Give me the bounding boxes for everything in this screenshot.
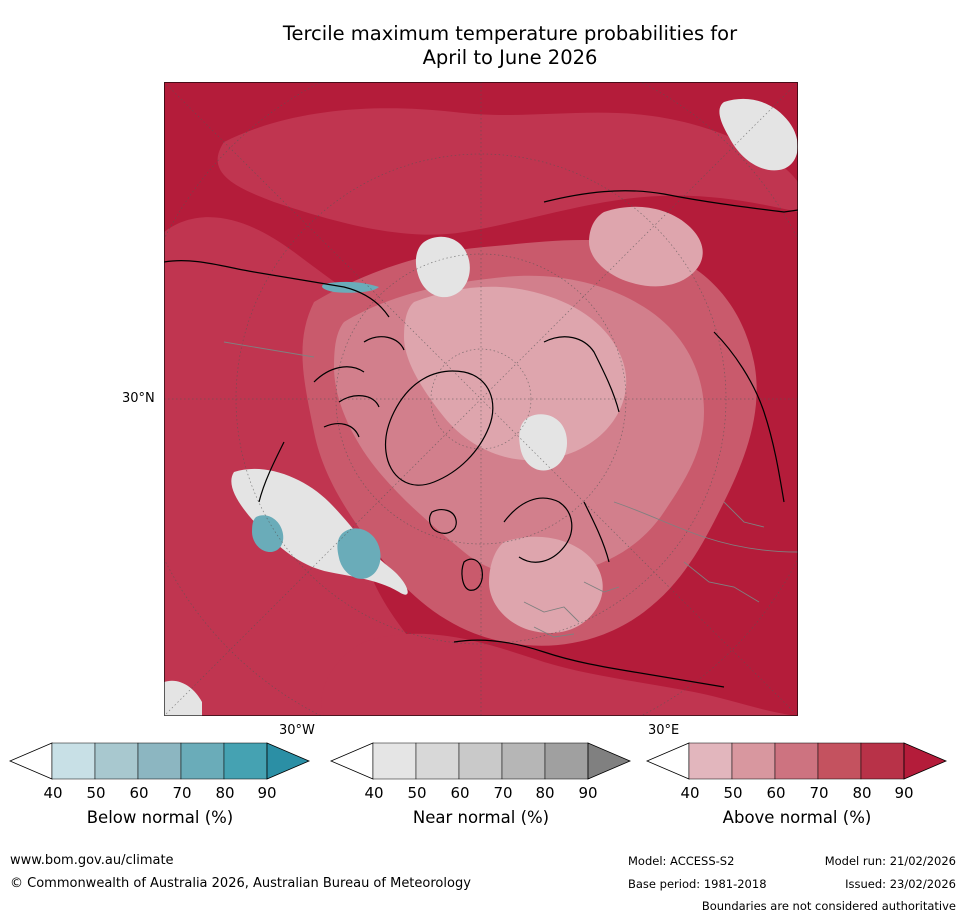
coastlines (164, 190, 798, 688)
tick-above-50: 50 (723, 784, 743, 802)
tick-near-80: 80 (535, 784, 555, 802)
above-extend-high (903, 742, 948, 780)
map-svg (164, 82, 798, 716)
tick-below-40: 40 (43, 784, 63, 802)
tick-above-60: 60 (766, 784, 786, 802)
above-bin-0 (688, 742, 733, 780)
colorbar-above-svg (645, 742, 948, 780)
below-extend-low (8, 742, 53, 780)
footer-disclaimer: Boundaries are not considered authoritat… (701, 899, 956, 913)
near-extend-low (329, 742, 374, 780)
tick-below-50: 50 (86, 784, 106, 802)
footer-url: www.bom.gov.au/climate (10, 853, 174, 868)
lon-label-30w: 30°W (279, 723, 315, 738)
below-bin-4 (223, 742, 268, 780)
coast-uk (461, 558, 483, 591)
near-bin-2 (458, 742, 503, 780)
graticule (164, 82, 798, 716)
border-asia (683, 501, 765, 603)
coast-north-america (164, 260, 390, 503)
region-above-50-siberia (589, 206, 703, 287)
region-near-40-scandinavia (519, 414, 568, 471)
tick-above-40: 40 (680, 784, 700, 802)
above-extend-low (645, 742, 690, 780)
footer-model-run: Model run: 21/02/2026 (824, 854, 956, 868)
above-bin-2 (774, 742, 819, 780)
border-europe (523, 581, 620, 638)
below-bin-2 (137, 742, 182, 780)
colorbar-near-normal (329, 742, 632, 780)
region-near-40-southwest (164, 680, 202, 716)
region-below-70-atlantic (337, 528, 381, 579)
tick-near-60: 60 (450, 784, 470, 802)
above-bin-3 (817, 742, 862, 780)
coast-asia-east (713, 331, 785, 503)
footer-model: Model: ACCESS-S2 (628, 854, 735, 868)
above-bin-1 (731, 742, 776, 780)
coast-europe-south (453, 639, 725, 688)
colorbar-near-svg (329, 742, 632, 780)
below-bin-3 (180, 742, 225, 780)
colorbar-above-normal (645, 742, 948, 780)
label-below-normal: Below normal (%) (86, 808, 234, 827)
country-borders (223, 341, 798, 638)
region-above-80-south (321, 633, 798, 716)
region-above-50-europe (489, 536, 603, 633)
label-above-normal: Above normal (%) (722, 808, 872, 827)
probability-map (164, 82, 798, 716)
tick-near-40: 40 (364, 784, 384, 802)
title-line-1: Tercile maximum temperature probabilitie… (282, 22, 738, 45)
tick-below-60: 60 (129, 784, 149, 802)
near-bin-3 (501, 742, 546, 780)
coast-iceland (428, 509, 457, 534)
tick-near-70: 70 (493, 784, 513, 802)
map-frame (164, 82, 798, 716)
below-bin-1 (94, 742, 139, 780)
lon-label-30e: 30°E (648, 723, 680, 738)
below-extend-high (266, 742, 311, 780)
chart-title: Tercile maximum temperature probabilitie… (160, 22, 860, 70)
label-near-normal: Near normal (%) (412, 808, 550, 827)
region-near-40-arctic (415, 236, 470, 298)
coast-scandinavia (503, 497, 573, 563)
footer-base-period: Base period: 1981-2018 (628, 877, 767, 891)
near-extend-high (587, 742, 632, 780)
region-above-50-arctic (404, 286, 627, 461)
tick-above-70: 70 (809, 784, 829, 802)
below-bin-0 (51, 742, 96, 780)
border-north-america (223, 341, 315, 358)
region-below-70-west (252, 515, 284, 552)
above-bin-4 (860, 742, 905, 780)
near-bin-1 (415, 742, 460, 780)
colorbar-below-normal (8, 742, 311, 780)
tick-below-80: 80 (215, 784, 235, 802)
colorbar-below-svg (8, 742, 311, 780)
tick-below-90: 90 (257, 784, 277, 802)
region-below-70-arctic-strip (322, 281, 379, 293)
tick-near-90: 90 (578, 784, 598, 802)
tick-below-70: 70 (172, 784, 192, 802)
near-bin-4 (544, 742, 589, 780)
title-line-2: April to June 2026 (422, 46, 598, 69)
tick-near-50: 50 (407, 784, 427, 802)
footer-copyright: © Commonwealth of Australia 2026, Austra… (10, 876, 471, 891)
near-bin-0 (372, 742, 417, 780)
coast-canadian-archipelago (313, 336, 405, 438)
coast-eurasia (543, 190, 798, 563)
footer-issued: Issued: 23/02/2026 (845, 877, 956, 891)
region-above-80-north (217, 108, 798, 235)
coast-greenland (384, 370, 494, 486)
lat-label-30n: 30°N (122, 391, 155, 406)
tick-above-90: 90 (894, 784, 914, 802)
region-near-40-pacific (719, 98, 798, 171)
tick-above-80: 80 (852, 784, 872, 802)
border-russia (613, 501, 798, 553)
